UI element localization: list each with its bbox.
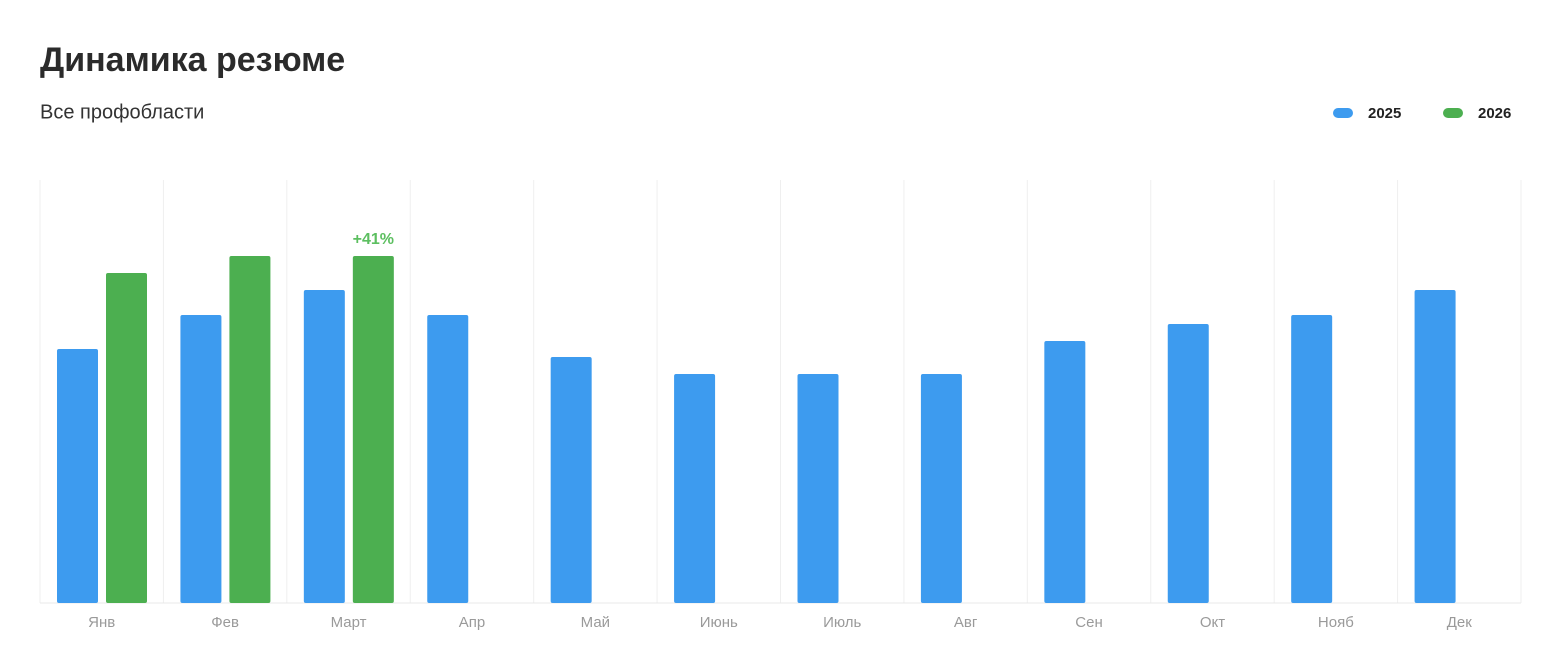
x-tick-label: Нояб [1318, 614, 1354, 631]
bar [106, 273, 147, 603]
chart-title: Динамика резюме [40, 41, 345, 79]
bar [674, 374, 716, 603]
bar [352, 256, 394, 603]
bar [303, 290, 345, 603]
bar [550, 357, 592, 603]
x-tick-label: Июнь [700, 614, 738, 631]
bar [427, 315, 469, 603]
x-tick-label: Сен [1075, 614, 1102, 631]
x-tick-label: Окт [1200, 614, 1225, 631]
legend-swatch [1333, 108, 1353, 118]
bar [1167, 324, 1209, 603]
bar [797, 374, 839, 603]
legend-swatch [1443, 108, 1463, 118]
x-tick-label: Дек [1447, 614, 1473, 631]
x-tick-label: Апр [459, 614, 485, 631]
x-tick-label: Янв [88, 614, 115, 631]
x-tick-label: Май [581, 614, 610, 631]
bar [1044, 341, 1086, 603]
annotation: +41% [353, 231, 394, 248]
x-tick-label: Март [331, 614, 367, 631]
legend-label: 2025 [1368, 105, 1401, 122]
chart-subtitle: Все профобласти [40, 101, 204, 123]
bar [180, 315, 222, 603]
x-tick-label: Фев [211, 614, 239, 631]
bar [1414, 290, 1456, 603]
bar [57, 349, 98, 603]
legend-label: 2026 [1478, 105, 1511, 122]
x-tick-label: Июль [823, 614, 861, 631]
bar [229, 256, 271, 603]
x-tick-label: Авг [954, 614, 978, 631]
bar [1291, 315, 1333, 603]
bar [920, 374, 962, 603]
